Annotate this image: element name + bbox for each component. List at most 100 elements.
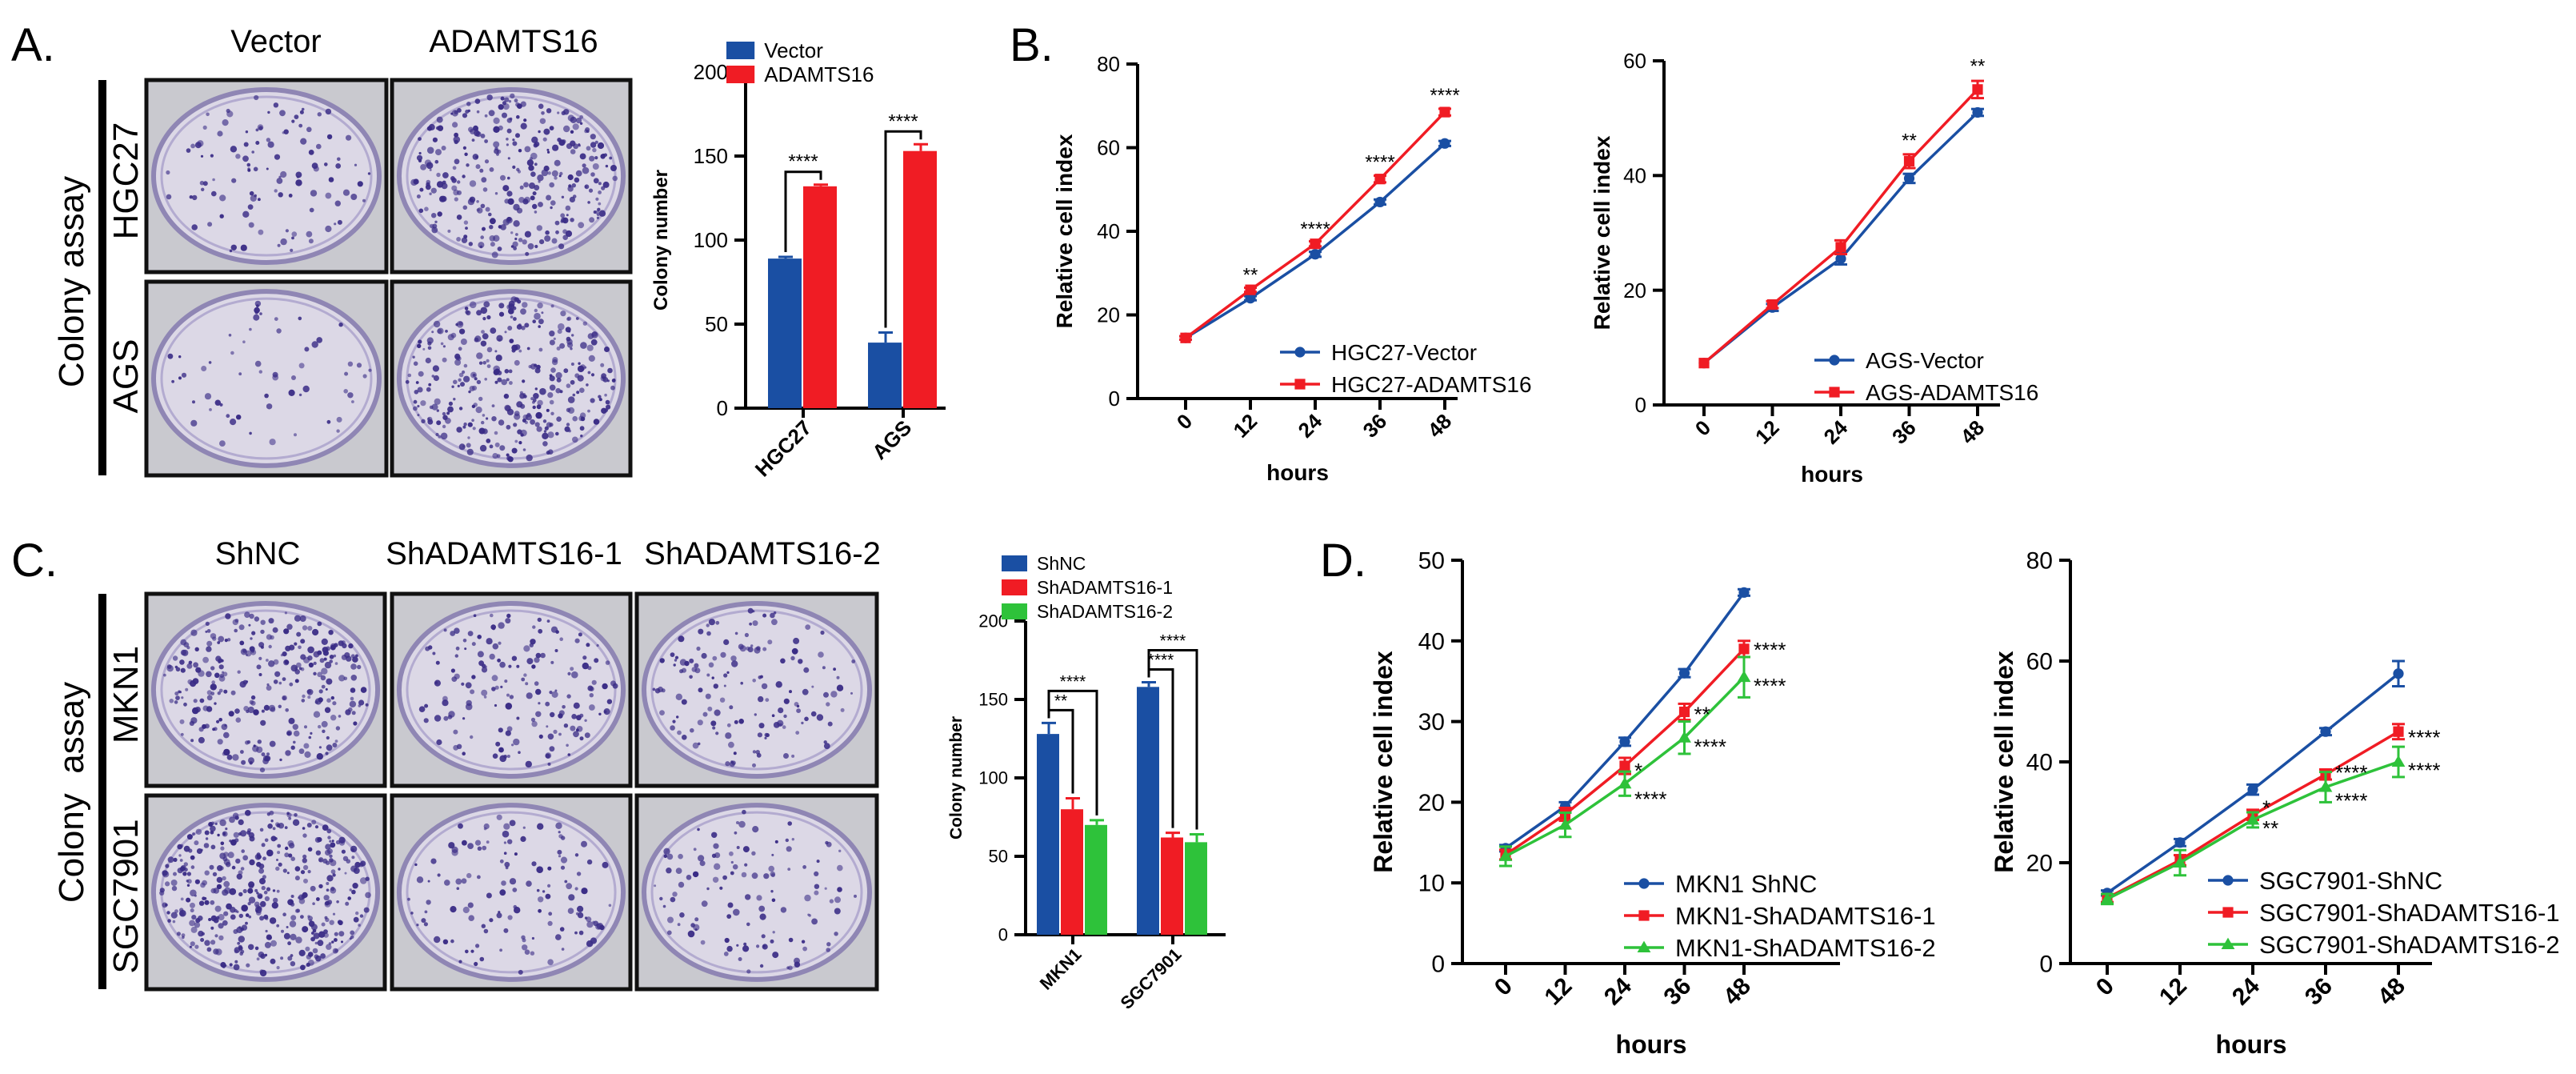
colony-dot: [762, 944, 768, 950]
colony-dot: [851, 659, 856, 663]
dish: [396, 803, 626, 982]
colony-dot: [163, 673, 166, 677]
colony-dot: [586, 344, 594, 351]
colony-dot: [455, 323, 458, 327]
colony-dot: [532, 203, 538, 210]
colony-dot: [568, 429, 571, 433]
colony-dot: [212, 872, 218, 877]
colony-dot: [807, 913, 810, 916]
colony-dot: [587, 371, 591, 375]
colony-dot: [711, 832, 718, 839]
colony-dot: [273, 679, 278, 684]
point-marker: [2318, 780, 2333, 792]
colony-dot: [335, 726, 341, 731]
colony-dot: [475, 944, 480, 948]
point-marker: [1835, 242, 1846, 253]
colony-dot: [258, 370, 262, 374]
colony-dot: [334, 662, 338, 665]
colony-dot: [598, 712, 602, 715]
point-marker: [2391, 755, 2406, 767]
colony-dot: [516, 716, 520, 720]
y-tick-label: 150: [978, 690, 1008, 710]
colony-dot: [291, 231, 298, 237]
colony-dot: [278, 175, 282, 178]
colony-dot: [223, 880, 230, 888]
colony-dot: [190, 941, 195, 947]
colony-dot: [291, 119, 295, 123]
colony-dot: [483, 928, 489, 934]
colony-dot: [338, 920, 343, 926]
colony-dot: [478, 242, 485, 249]
colony-dot: [579, 412, 586, 419]
colony-dot: [522, 414, 529, 420]
colony-dot: [285, 708, 290, 712]
colony-dot: [313, 671, 317, 675]
colony-dot: [303, 864, 309, 871]
colony-dot: [166, 664, 172, 669]
colony-dot: [451, 676, 458, 682]
colony-dot: [467, 198, 475, 206]
colony-dot: [425, 646, 430, 651]
colony-dot: [582, 321, 587, 326]
colony-dot: [672, 719, 676, 723]
y-tick-label: 80: [1097, 52, 1120, 76]
colony-dot: [222, 856, 228, 862]
colony-dot: [563, 368, 569, 374]
colony-dot: [294, 114, 299, 120]
colony-dot: [566, 694, 571, 699]
y-tick-label: 50: [989, 847, 1008, 867]
colony-dot: [323, 932, 329, 938]
x-tick-label: AGS: [867, 415, 916, 464]
colony-dot: [218, 675, 226, 682]
colony-dot: [667, 916, 674, 924]
colony-dot: [738, 957, 742, 961]
colony-dot: [666, 853, 674, 860]
colony-dot: [450, 112, 454, 115]
panel-label-b: B.: [1010, 19, 1054, 71]
colony-dot: [259, 312, 262, 315]
colony-dot: [513, 203, 520, 211]
colony-dot: [601, 373, 606, 379]
colony-dot: [698, 855, 705, 862]
colony-dot: [192, 678, 199, 684]
colony-dot: [221, 723, 228, 731]
colony-dot: [246, 710, 250, 713]
colony-dot: [751, 872, 758, 880]
colony-dot: [574, 887, 578, 891]
colony-dot: [787, 821, 792, 826]
colony-dot: [317, 671, 322, 678]
colony-dot: [574, 853, 579, 857]
colony-dot: [590, 142, 597, 148]
colony-dot: [170, 880, 178, 886]
bar: [1137, 687, 1159, 935]
colony-dot: [309, 207, 314, 213]
colony-dot: [358, 704, 362, 707]
colony-dot: [253, 709, 259, 715]
colony-dot: [726, 671, 730, 675]
legend-label: HGC27-ADAMTS16: [1331, 372, 1532, 397]
colony-dot: [298, 667, 302, 671]
legend-label: SGC7901-ShADAMTS16-2: [2259, 931, 2560, 959]
colony-dot: [493, 117, 500, 124]
colony-dot: [454, 158, 460, 165]
colony-dot: [262, 856, 266, 861]
colony-dot: [501, 880, 506, 886]
colony-dot: [479, 168, 484, 173]
colony-dot: [834, 932, 838, 936]
colony-dot: [198, 727, 204, 732]
colony-dot: [209, 408, 212, 411]
y-tick-label: 10: [1418, 871, 1445, 897]
colony-dot: [570, 116, 577, 123]
colony-dot: [509, 117, 513, 121]
colony-dot: [219, 403, 223, 407]
colony-dot: [466, 163, 470, 167]
colony-dot: [423, 718, 429, 723]
colony-dot: [678, 881, 685, 888]
colony-dot: [538, 347, 543, 352]
colony-dot: [558, 831, 561, 834]
colony-dot: [462, 205, 468, 210]
colony-dot: [206, 947, 212, 952]
colony-dot: [263, 914, 269, 920]
colony-dot: [294, 642, 298, 646]
colony-dot: [470, 735, 474, 739]
